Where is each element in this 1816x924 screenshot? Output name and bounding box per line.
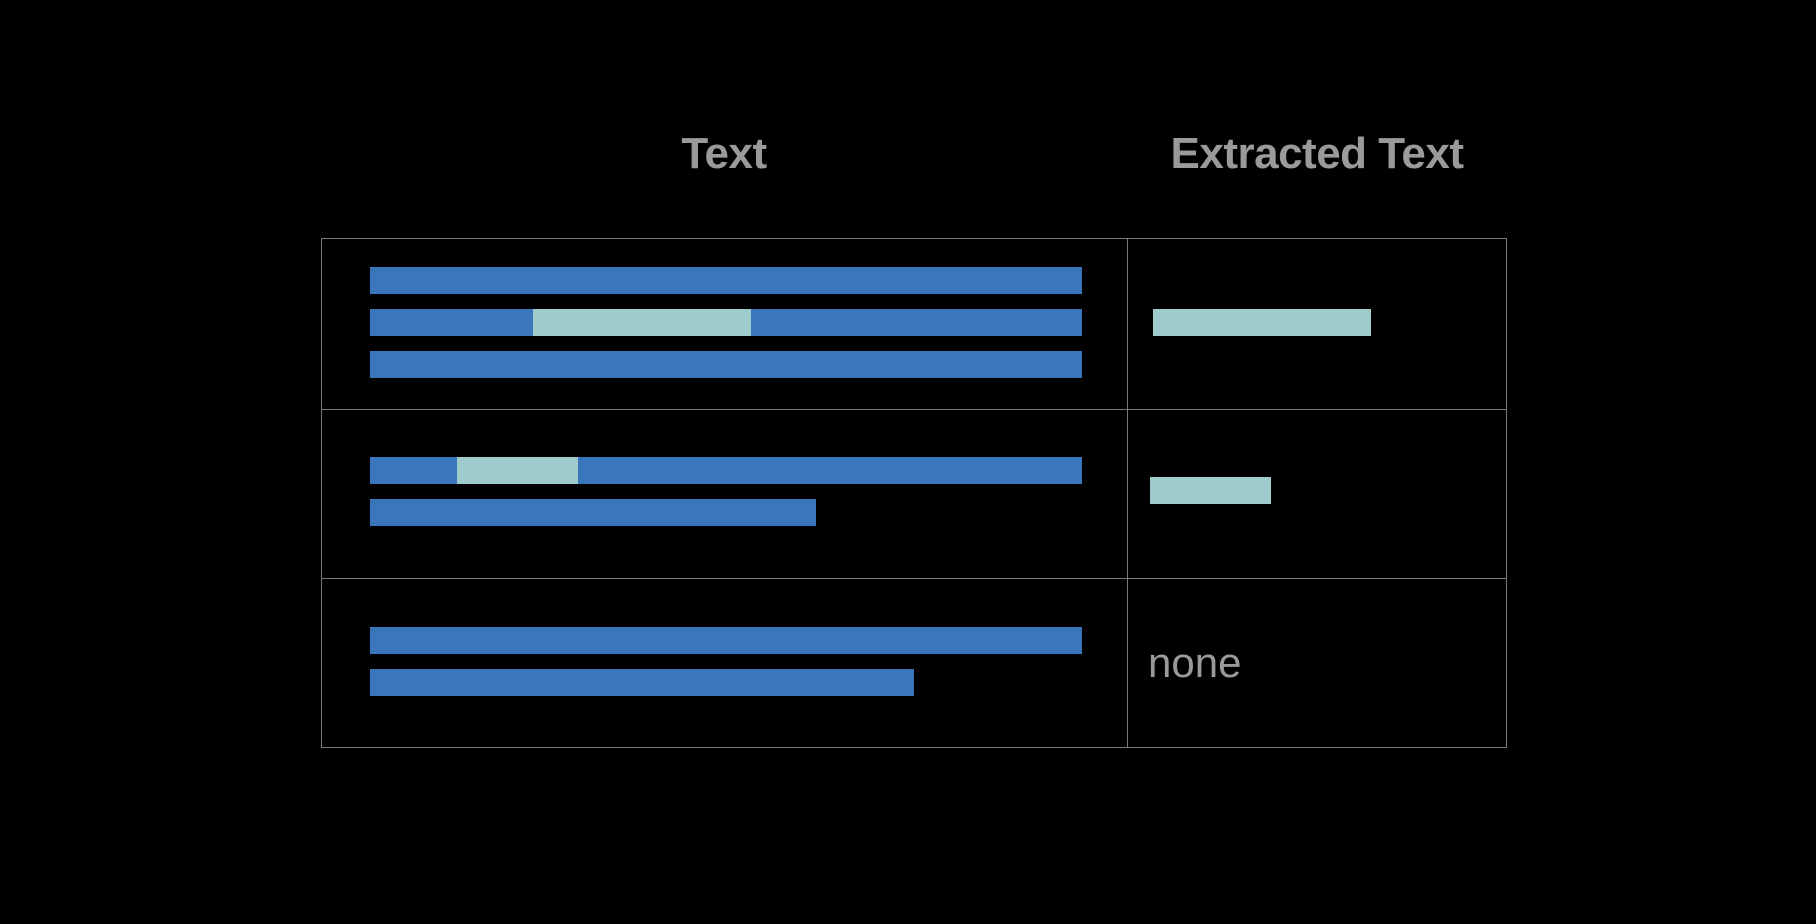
column-divider	[1127, 239, 1128, 747]
extracted-text-segment	[1150, 477, 1271, 504]
highlighted-text-segment	[457, 457, 578, 484]
text-line-bar	[370, 351, 1082, 378]
table-row	[322, 239, 1506, 409]
table-row	[322, 409, 1506, 579]
text-line-bar	[370, 627, 1082, 654]
highlighted-text-segment	[533, 309, 751, 336]
column-header-text: Text	[681, 129, 767, 178]
extracted-text-segment	[1153, 309, 1371, 336]
text-line-bar	[370, 499, 816, 526]
table-row: none	[322, 578, 1506, 748]
extracted-none-label: none	[1148, 639, 1242, 686]
text-line-bar	[370, 267, 1082, 294]
column-header-extracted-text: Extracted Text	[1170, 129, 1464, 178]
text-line-bar	[370, 669, 914, 696]
comparison-table: none	[321, 238, 1507, 748]
